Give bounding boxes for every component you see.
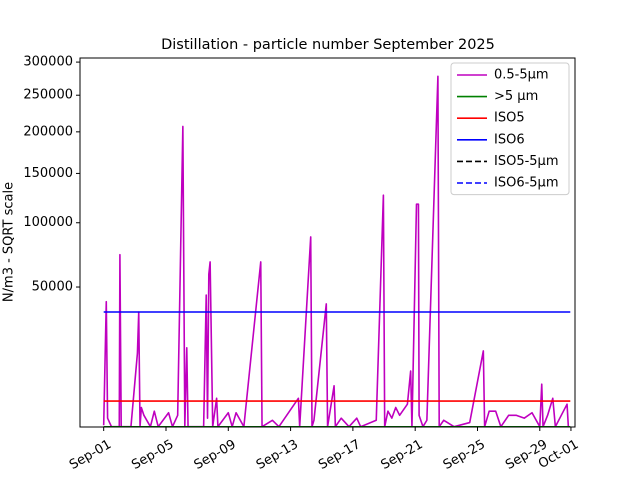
x-tick-label: Sep-09	[192, 437, 239, 473]
legend-label: ISO6	[494, 132, 525, 147]
legend-label: >5 µm	[494, 89, 538, 104]
x-tick-label: Sep-05	[129, 437, 176, 473]
y-tick-label: 50000	[32, 280, 73, 295]
y-tick-label: 150000	[23, 166, 73, 181]
x-tick-label: Sep-01	[67, 437, 114, 473]
x-tick-label: Sep-21	[378, 437, 425, 473]
x-tick-label: Sep-13	[254, 437, 301, 473]
x-tick-label: Sep-25	[441, 437, 488, 473]
y-tick-label: 250000	[23, 88, 73, 103]
legend: 0.5-5µm >5 µm ISO5 ISO6 ISO5-5µm ISO6-5µm	[450, 62, 570, 196]
legend-label: ISO6-5µm	[494, 176, 559, 191]
legend-label: ISO5-5µm	[494, 154, 559, 169]
axes-frame	[79, 57, 576, 428]
y-axis-label: N/m3 - SQRT scale	[2, 182, 17, 302]
y-tick-label: 200000	[23, 124, 73, 139]
legend-label: ISO5	[494, 111, 525, 126]
chart-title: Distillation - particle number September…	[161, 37, 495, 53]
x-tick-label: Sep-17	[316, 437, 363, 473]
series-line	[102, 75, 570, 427]
legend-label: 0.5-5µm	[494, 68, 549, 83]
y-tick-label: 300000	[23, 55, 73, 70]
y-tick-label: 100000	[23, 215, 73, 230]
